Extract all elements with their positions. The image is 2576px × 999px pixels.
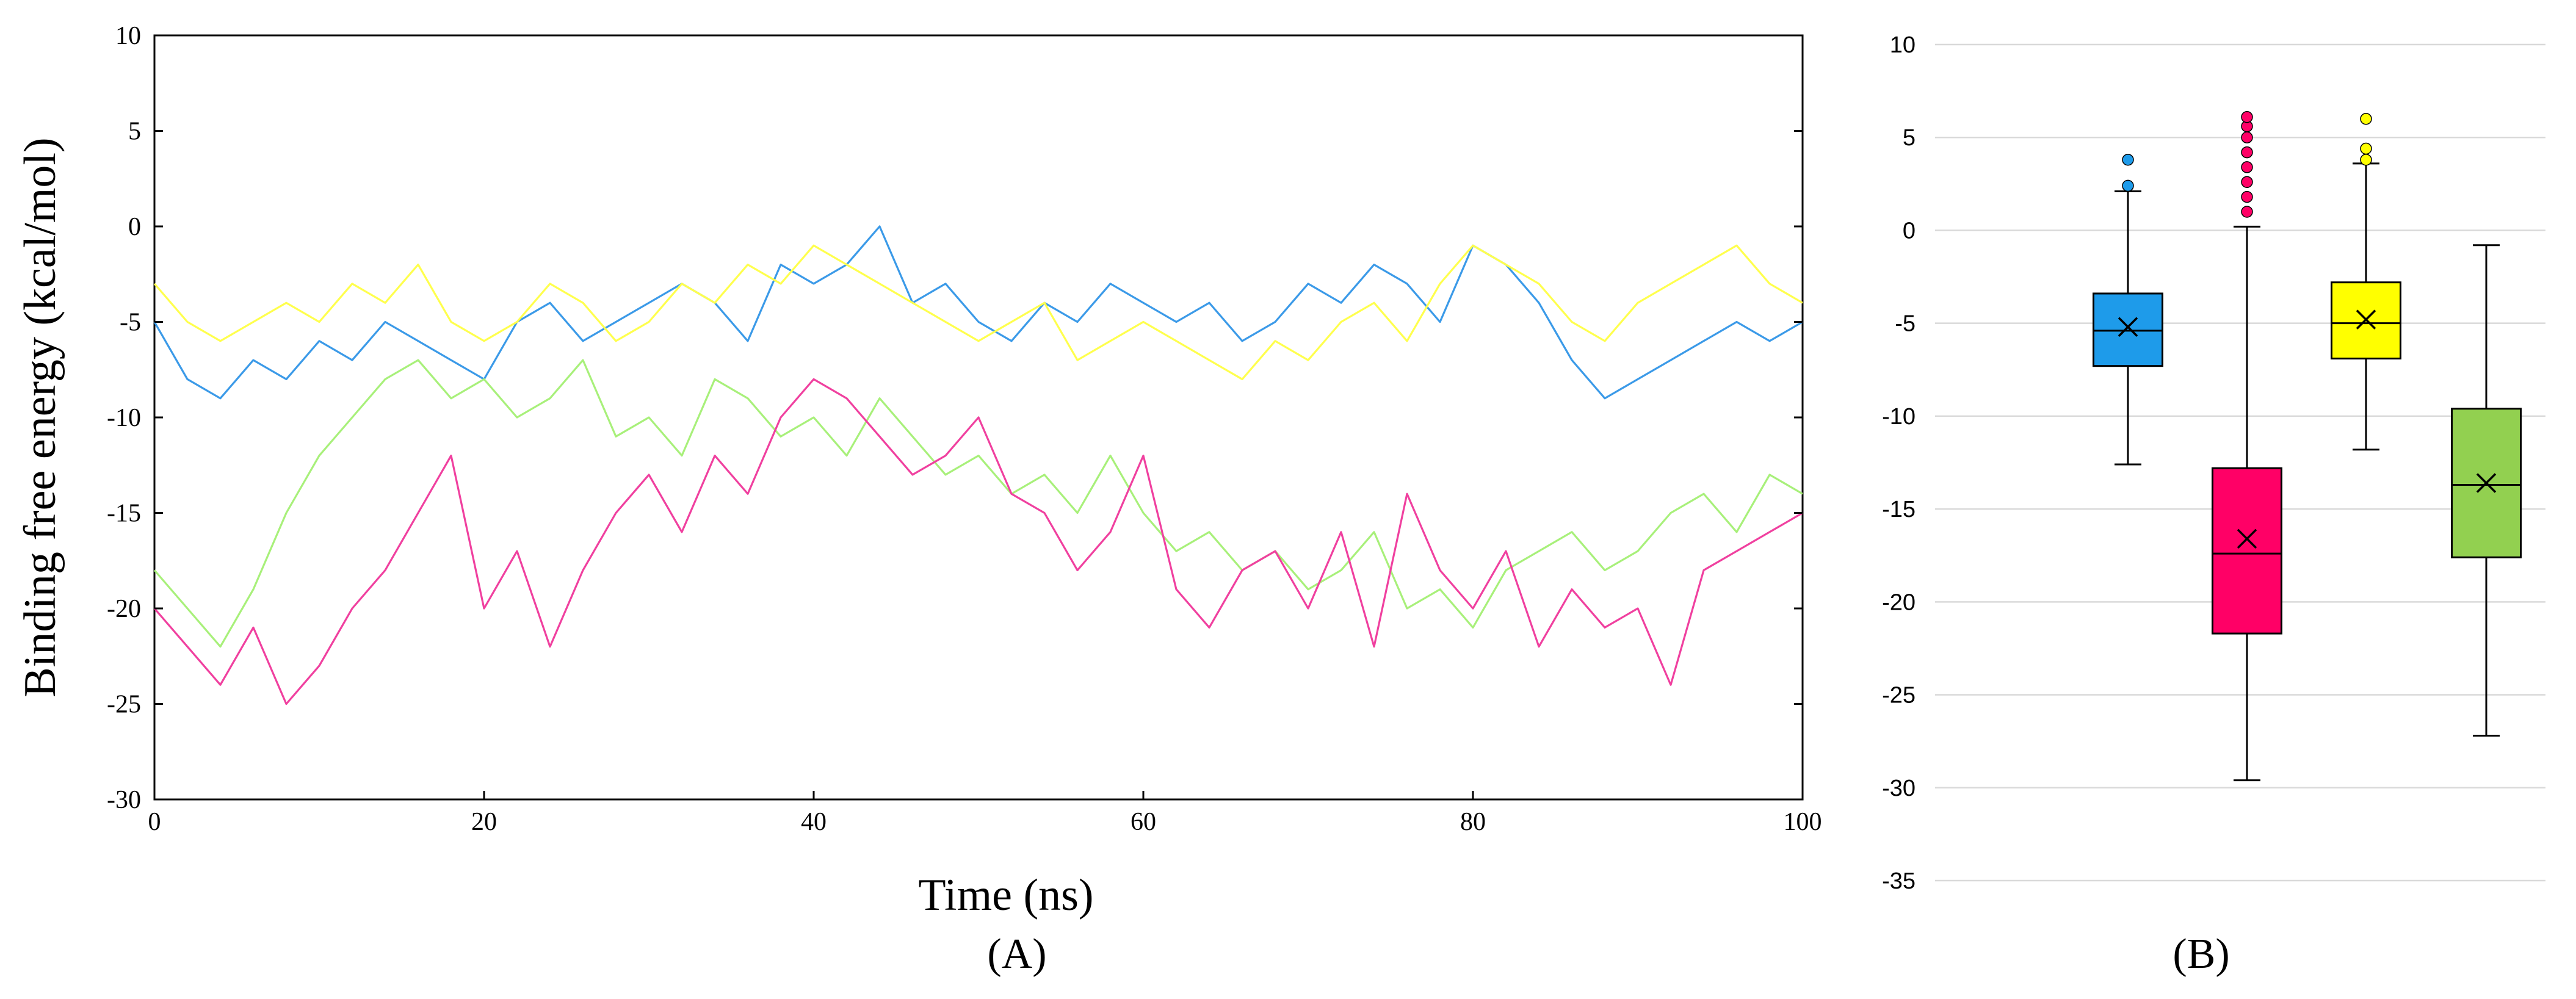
y-tick-label: -15 [107,500,141,528]
outlier-point [2241,161,2253,173]
y-tick-label: -20 [1882,590,1916,615]
box-1 [2093,154,2163,466]
panel-label-b: (B) [2173,931,2229,978]
x-tick-label: 60 [1131,808,1156,836]
gridlines [1935,43,2545,882]
mean-marker [2237,528,2257,549]
y-axis-label: Binding free energy (kcal/mol) [15,137,65,697]
box-chart-panel: 10 5 0 -5 -10 -15 -20 -25 -30 -35 (B) [1882,32,2545,978]
x-tick-label: 100 [1784,808,1822,836]
outlier-point [2360,154,2372,166]
y-tick-label: -10 [1882,404,1916,430]
outlier-point [2122,179,2134,192]
series-line-4 [153,378,1803,705]
y-tick-label: 0 [1903,218,1916,243]
mean-marker [2356,309,2376,330]
y-tick-label: -5 [120,309,141,337]
y-tick-label: 5 [1903,125,1916,151]
outlier-point [2360,113,2372,125]
y-tick-label: -20 [107,595,141,623]
y-tick-label: 10 [1890,32,1916,58]
y-tick-label: -25 [1882,683,1916,709]
series-line-3 [153,359,1803,648]
x-tick-label: 40 [801,808,827,836]
y-tick-label: -10 [107,404,141,432]
y-tick-label: 10 [115,22,141,50]
panel-label-a: (A) [987,931,1046,978]
y-tick-label: -30 [107,786,141,814]
box-2 [2212,110,2282,782]
y-tick-label: -5 [1895,311,1916,337]
line-chart-panel: 0 20 40 60 80 100 10 5 0 -5 -10 -15 -20 -25 -30 Time … [15,22,1822,978]
outlier-point [2241,190,2253,203]
series-line-1 [153,225,1803,400]
outlier-point [2241,146,2253,159]
x-tick-label: 20 [471,808,497,836]
y-tick-label: -15 [1882,497,1916,522]
x-ticks: 0 20 40 60 80 100 [148,791,1822,836]
mean-marker [2118,317,2138,337]
series-line-2 [153,244,1803,380]
box-3 [2331,113,2401,451]
box-body [2093,292,2163,367]
y-tick-label: -30 [1882,776,1916,801]
y-ticks: 10 5 0 -5 -10 -15 -20 -25 -30 [107,22,1803,814]
outlier-point [2241,131,2253,143]
boxes-group [2093,110,2522,782]
outlier-point [2360,142,2372,155]
box-body [2212,467,2282,635]
box-4 [2451,244,2522,737]
series-group [153,225,1803,705]
outlier-point [2122,154,2134,166]
outlier-point [2241,110,2253,123]
x-axis-label: Time (ns) [918,870,1093,920]
y-tick-label: -25 [107,691,141,719]
outlier-point [2241,176,2253,189]
y-tick-label: 0 [128,213,141,241]
x-tick-label: 0 [148,808,161,836]
y-tick-label: 5 [128,118,141,146]
mean-marker [2476,473,2497,493]
y-tick-label: -35 [1882,868,1916,894]
x-tick-label: 80 [1460,808,1486,836]
outlier-point [2241,206,2253,218]
y-ticks: 10 5 0 -5 -10 -15 -20 -25 -30 -35 [1882,32,1916,894]
